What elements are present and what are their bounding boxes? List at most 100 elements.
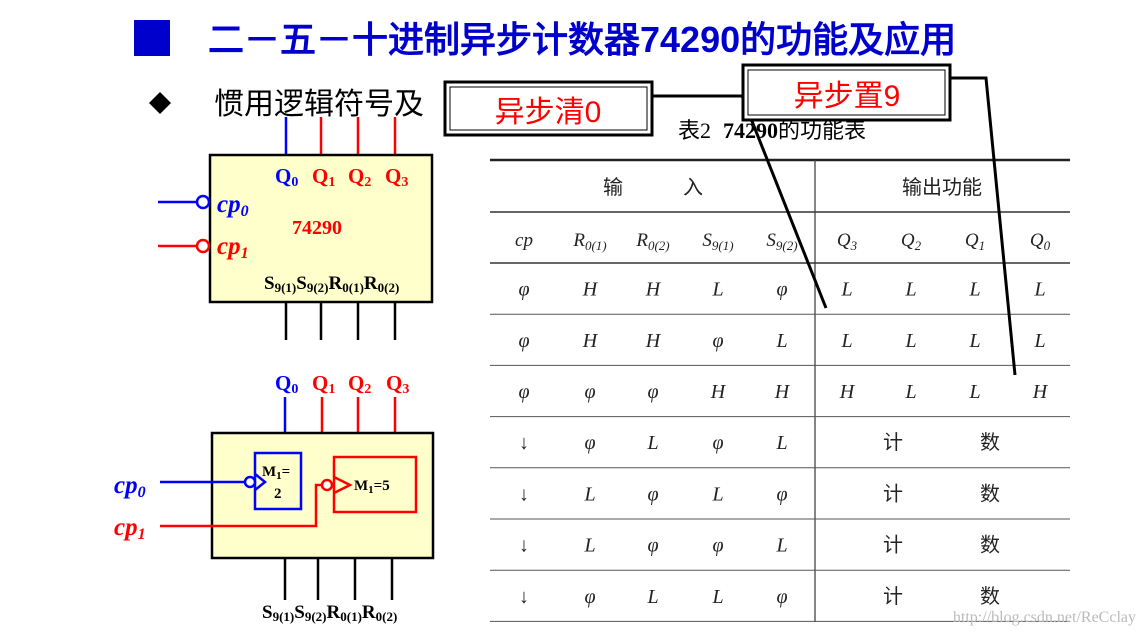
table-cell-count: 数 — [980, 585, 1000, 608]
callout-clear0-text: 异步清0 — [495, 96, 602, 129]
table-cell-count: 计 — [883, 585, 903, 608]
chip-name: 74290 — [292, 217, 342, 239]
table-cell: L — [711, 586, 723, 608]
title-bullet-square-icon — [134, 20, 170, 56]
chip-74290-box — [208, 153, 434, 304]
table-cell-count: 计 — [883, 534, 903, 557]
pin-label-q3: Q3 — [386, 371, 409, 397]
table-cell: ↓ — [519, 586, 529, 608]
table-cell: L — [775, 330, 787, 352]
table-cell-count: 计 — [883, 431, 903, 454]
mod2-label-line2: 2 — [274, 486, 282, 502]
column-header: Q3 — [837, 230, 858, 253]
table-cell: φ — [712, 432, 723, 454]
table-cell: φ — [712, 330, 723, 352]
table-caption: 表2 74290的功能表 — [678, 118, 866, 143]
input-pin-labels: S9(1)S9(2)R0(1)R0(2) — [264, 273, 399, 295]
function-table: 表2 74290的功能表 输 入 输出功能 cp R0(1) R0(2) S9(1) S9… — [490, 118, 1070, 622]
table-cell: H — [710, 381, 727, 403]
column-header: R0(1) — [572, 230, 606, 253]
table-cell: φ — [776, 483, 787, 505]
table-cell: L — [968, 279, 980, 301]
clock-triangle-icon — [333, 475, 353, 495]
table-cell-count: 数 — [980, 482, 1000, 505]
group-header-input: 输 入 — [603, 176, 703, 199]
table-cell: ↓ — [519, 535, 529, 557]
mod5-label: M1=5 — [354, 478, 390, 496]
pin-label-q2: Q2 — [348, 371, 371, 397]
table-cell-count: 计 — [883, 482, 903, 505]
table-cell: L — [840, 279, 852, 301]
pin-label-q0: Q0 — [275, 371, 298, 397]
table-cell: ↓ — [519, 432, 529, 454]
input-pin-labels: S9(1)S9(2)R0(1)R0(2) — [262, 602, 397, 624]
clock-label-cp0: cp0 — [217, 191, 249, 220]
slide-title: 二－五－十进制异步计数器74290的功能及应用 — [208, 19, 956, 60]
column-header: S9(2) — [766, 230, 797, 253]
group-header-output: 输出功能 — [902, 176, 982, 199]
table-cell: L — [968, 330, 980, 352]
mod5-counter-box — [332, 455, 418, 514]
table-cell: L — [775, 432, 787, 454]
table-cell: L — [1033, 279, 1045, 301]
table-cell: L — [711, 483, 723, 505]
column-header: Q2 — [901, 230, 922, 253]
pin-label-q0: Q0 — [275, 164, 298, 190]
table-cell: L — [904, 330, 916, 352]
table-cell: φ — [647, 483, 658, 505]
table-cell: L — [583, 535, 595, 557]
table-cell: φ — [584, 432, 595, 454]
chip-74290-box — [210, 431, 435, 560]
callout-clear0: 异步清0 — [443, 80, 828, 309]
table-cell: φ — [518, 381, 529, 403]
table-cell: ↓ — [519, 483, 529, 505]
table-cell: φ — [584, 381, 595, 403]
table-cell: H — [582, 330, 599, 352]
table-cell: φ — [776, 586, 787, 608]
pin-label-q1: Q1 — [312, 371, 335, 397]
column-header: Q1 — [965, 230, 985, 253]
table-cell: φ — [647, 535, 658, 557]
table-cell: L — [904, 381, 916, 403]
pin-label-q3: Q3 — [385, 164, 408, 190]
table-cell: H — [1032, 381, 1049, 403]
clock-triangle-icon — [254, 473, 268, 491]
column-header: Q0 — [1030, 230, 1051, 253]
table-cell: H — [774, 381, 791, 403]
table-cell: L — [646, 586, 658, 608]
column-header: cp — [515, 230, 533, 251]
clock-label-cp0: cp0 — [114, 472, 146, 501]
table-cell: L — [968, 381, 980, 403]
table-cell: φ — [518, 279, 529, 301]
table-cell: φ — [518, 330, 529, 352]
table-cell: H — [582, 279, 599, 301]
table-cell: L — [904, 279, 916, 301]
callout-set9-text: 异步置9 — [794, 80, 901, 113]
column-header: R0(2) — [635, 230, 669, 253]
logic-symbol-bottom: Q0 Q1 Q2 Q3 M1= 2 M1=5 cp0 cp1 S9(1)S9(2… — [114, 371, 435, 624]
pin-label-q1: Q1 — [312, 164, 335, 190]
logic-symbol-top: Q0 Q1 Q2 Q3 cp0 cp1 74290 S9(1)S9(2)R0(1… — [158, 117, 434, 340]
table-cell: H — [645, 330, 662, 352]
table-cell: φ — [776, 279, 787, 301]
table-cell-count: 数 — [980, 534, 1000, 557]
watermark: http://blog.csdn.net/ReCclay — [953, 609, 1136, 626]
table-cell: φ — [647, 381, 658, 403]
inversion-bubble-icon — [320, 478, 334, 492]
mod2-label: M1= — [262, 464, 290, 482]
table-cell: φ — [584, 586, 595, 608]
callout-set9: 异步置9 — [741, 63, 1017, 376]
pin-label-q2: Q2 — [348, 164, 371, 190]
table-cell: L — [646, 432, 658, 454]
inversion-bubble-icon — [195, 194, 211, 210]
clock-label-cp1: cp1 — [114, 514, 146, 543]
inversion-bubble-icon — [243, 475, 257, 489]
table-cell: L — [775, 535, 787, 557]
